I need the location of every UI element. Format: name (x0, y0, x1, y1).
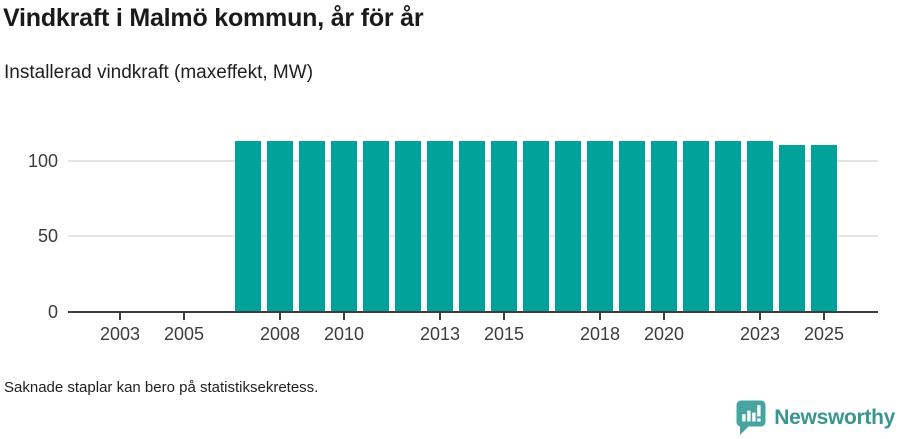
newsworthy-wordmark: Newsworthy (774, 405, 895, 429)
x-tick-2020 (663, 313, 665, 320)
bar-2007 (235, 140, 261, 312)
bar-2008 (267, 140, 293, 312)
chart-title: Vindkraft i Malmö kommun, år för år (3, 4, 424, 32)
x-tick-2018 (599, 313, 601, 320)
x-tick-label-2018: 2018 (579, 324, 621, 344)
bar-2021 (683, 140, 709, 312)
bar-2019 (619, 140, 645, 312)
x-axis-line (68, 311, 878, 313)
x-tick-2015 (503, 313, 505, 320)
x-tick-2005 (183, 313, 185, 320)
y-tick-label-50: 50 (37, 226, 58, 247)
bar-2015 (491, 140, 517, 312)
x-tick-label-2015: 2015 (483, 324, 525, 344)
bar-2013 (427, 140, 453, 312)
x-tick-2010 (343, 313, 345, 320)
bar-2020 (651, 140, 677, 312)
bar-2023 (747, 140, 773, 312)
bar-2025 (811, 145, 837, 312)
bar-2010 (331, 140, 357, 312)
bar-2011 (363, 140, 389, 312)
newsworthy-speech-bubble-chart-icon (735, 399, 767, 436)
bar-2014 (459, 140, 485, 312)
x-tick-label-2008: 2008 (259, 324, 301, 344)
x-tick-2013 (439, 313, 441, 320)
x-tick-2025 (823, 313, 825, 320)
x-tick-label-2020: 2020 (643, 324, 685, 344)
x-tick-label-2010: 2010 (323, 324, 365, 344)
newsworthy-logo: Newsworthy (735, 399, 895, 436)
x-tick-label-2025: 2025 (803, 324, 845, 344)
x-tick-2003 (119, 313, 121, 320)
bar-2022 (715, 140, 741, 312)
bar-2016 (523, 140, 549, 312)
x-tick-label-2003: 2003 (99, 324, 141, 344)
x-tick-label-2005: 2005 (163, 324, 205, 344)
bar-2012 (395, 140, 421, 312)
y-tick-label-100: 100 (27, 150, 58, 171)
y-tick-label-0: 0 (47, 302, 58, 322)
x-tick-2023 (759, 313, 761, 320)
bar-2024 (779, 145, 805, 312)
footnote: Saknade staplar kan bero på statistiksek… (4, 379, 319, 396)
bar-2009 (299, 140, 325, 312)
bar-2017 (555, 140, 581, 312)
x-tick-label-2013: 2013 (419, 324, 461, 344)
x-tick-2008 (279, 313, 281, 320)
bar-2018 (587, 140, 613, 312)
chart-subtitle: Installerad vindkraft (maxeffekt, MW) (4, 62, 314, 83)
x-tick-label-2023: 2023 (739, 324, 781, 344)
